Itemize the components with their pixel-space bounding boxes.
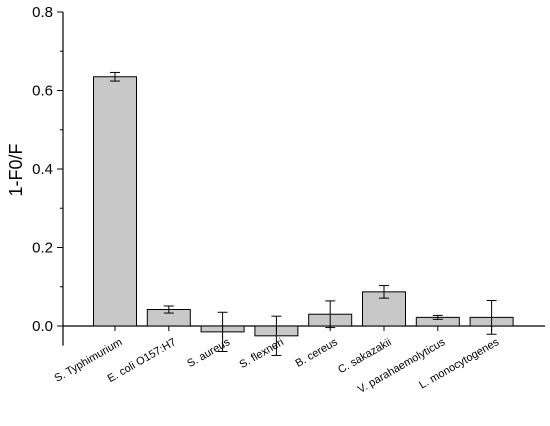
chart-axes: [62, 12, 545, 346]
error-bars: [110, 71, 497, 356]
y-tick-label: 0.2: [32, 240, 53, 257]
y-tick-label: 0.6: [32, 83, 53, 100]
y-tick-label: 0.0: [32, 318, 53, 335]
bar-series: [93, 76, 514, 337]
y-tick-label: 0.4: [32, 161, 53, 178]
y-axis-title: 1-F0/F: [6, 143, 26, 196]
bar: [93, 76, 137, 327]
x-category-label: S. flexneri: [238, 336, 286, 371]
x-category-label: B. cereus: [293, 336, 340, 370]
y-axis-ticks: 0.0 0.2 0.4 0.6 0.8: [32, 4, 63, 335]
x-category-label: V. parahaemolyticus: [356, 336, 448, 396]
y-tick-label: 0.8: [32, 4, 53, 21]
x-category-label: S. aureus: [185, 336, 232, 370]
